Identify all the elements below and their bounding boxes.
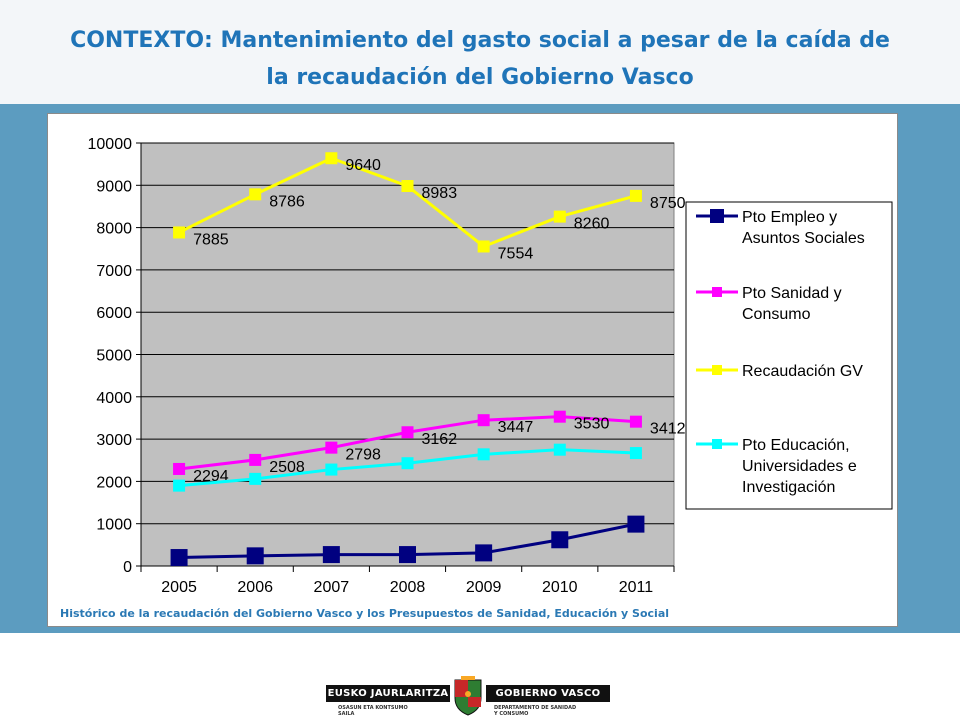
legend-label: Recaudación GV xyxy=(742,363,863,380)
footer-left-subtitle-line-2: SAILA xyxy=(338,711,355,717)
x-tick-label: 2006 xyxy=(237,579,273,596)
data-point xyxy=(173,462,186,475)
coat-of-arms-icon xyxy=(454,676,482,716)
y-tick-label: 10000 xyxy=(88,136,133,153)
data-label: 8750 xyxy=(650,195,686,212)
legend-box xyxy=(685,201,893,510)
x-tick-label: 2008 xyxy=(390,579,426,596)
y-tick-label: 6000 xyxy=(96,305,132,322)
y-tick-label: 3000 xyxy=(96,432,132,449)
slide-title-line-2: la recaudación del Gobierno Vasco xyxy=(266,65,694,90)
y-tick-label: 5000 xyxy=(96,348,132,365)
legend-label: Universidades e xyxy=(742,458,857,475)
data-point xyxy=(401,426,414,439)
legend-swatch-marker xyxy=(712,287,722,297)
header-background xyxy=(0,0,960,104)
data-point xyxy=(249,188,262,201)
data-label: 8260 xyxy=(574,216,610,233)
data-point xyxy=(553,443,566,456)
slide-title: CONTEXTO: Mantenimiento del gasto social… xyxy=(30,22,930,96)
data-label: 8786 xyxy=(269,193,305,210)
data-label: 3162 xyxy=(422,431,458,448)
data-label: 7554 xyxy=(498,245,534,262)
y-tick-label: 8000 xyxy=(96,221,132,238)
legend-label: Pto Educación, xyxy=(742,437,850,454)
data-point xyxy=(173,479,186,492)
legend-label: Investigación xyxy=(742,479,835,496)
data-label: 8983 xyxy=(422,185,458,202)
data-point xyxy=(475,544,493,562)
legend-swatch-marker xyxy=(712,365,722,375)
legend-label: Asuntos Sociales xyxy=(742,230,865,247)
data-label: 3530 xyxy=(574,416,610,433)
x-tick-label: 2005 xyxy=(161,579,197,596)
footer-right-subtitle: DEPARTAMENTO DE SANIDAD Y CONSUMO xyxy=(494,705,612,717)
data-point xyxy=(401,180,414,193)
footer-left-subtitle: OSASUN ETA KONTSUMO SAILA xyxy=(338,705,456,717)
data-point xyxy=(551,531,569,549)
data-point xyxy=(477,414,490,427)
chart-panel: 0 1000 2000 3000 4000 5000 6000 7000 8000 9000 100… xyxy=(47,113,898,627)
data-label: 3447 xyxy=(498,419,534,436)
data-point xyxy=(553,410,566,423)
footer-right-subtitle-line-1: DEPARTAMENTO DE SANIDAD xyxy=(494,705,577,711)
data-point xyxy=(401,457,414,470)
data-point xyxy=(629,447,642,460)
data-point xyxy=(249,453,262,466)
footer-right-bar: GOBIERNO VASCO xyxy=(486,685,610,702)
x-tick-label: 2011 xyxy=(619,579,654,596)
x-tick-label: 2010 xyxy=(542,579,578,596)
data-point xyxy=(325,463,338,476)
data-point xyxy=(325,441,338,454)
data-point xyxy=(399,546,416,564)
footer-left-subtitle-line-1: OSASUN ETA KONTSUMO xyxy=(338,705,408,711)
data-point xyxy=(627,515,645,533)
legend-label: Pto Empleo y xyxy=(742,209,837,226)
data-point xyxy=(249,472,262,485)
data-point xyxy=(553,210,566,223)
y-tick-label: 7000 xyxy=(96,263,132,280)
line-chart: 0 1000 2000 3000 4000 5000 6000 7000 8000 9000 100… xyxy=(88,136,893,596)
data-label: 2798 xyxy=(345,447,381,464)
y-tick-label: 0 xyxy=(123,559,132,576)
data-point xyxy=(325,152,338,165)
data-point xyxy=(629,189,642,202)
x-tick-label: 2009 xyxy=(466,579,502,596)
data-label: 3412 xyxy=(650,421,686,438)
y-tick-label: 9000 xyxy=(96,178,132,195)
data-label: 7885 xyxy=(193,231,229,248)
data-point xyxy=(170,549,188,567)
data-point xyxy=(477,240,490,253)
legend-label: Consumo xyxy=(742,306,811,323)
chart-caption: Histórico de la recaudación del Gobierno… xyxy=(60,607,670,620)
legend-swatch-marker xyxy=(712,439,722,449)
x-tick-label: 2007 xyxy=(314,579,350,596)
legend-swatch-marker xyxy=(710,209,724,223)
slide-title-line-1: CONTEXTO: Mantenimiento del gasto social… xyxy=(70,28,890,53)
legend-label: Pto Sanidad y xyxy=(742,285,842,302)
footer-logo: EUSKO JAURLARITZA GOBIERNO VASCO OSASUN … xyxy=(326,676,610,720)
footer-left-bar: EUSKO JAURLARITZA xyxy=(326,685,450,702)
data-point xyxy=(246,547,264,565)
data-point xyxy=(477,448,490,461)
y-tick-label: 2000 xyxy=(96,474,132,491)
y-tick-label: 4000 xyxy=(96,390,132,407)
data-point xyxy=(629,415,642,428)
data-label: 2508 xyxy=(269,459,305,476)
data-point xyxy=(173,226,186,239)
data-point xyxy=(322,546,340,564)
footer-right-subtitle-line-2: Y CONSUMO xyxy=(494,711,529,717)
y-tick-label: 1000 xyxy=(96,517,132,534)
data-label: 9640 xyxy=(345,157,381,174)
